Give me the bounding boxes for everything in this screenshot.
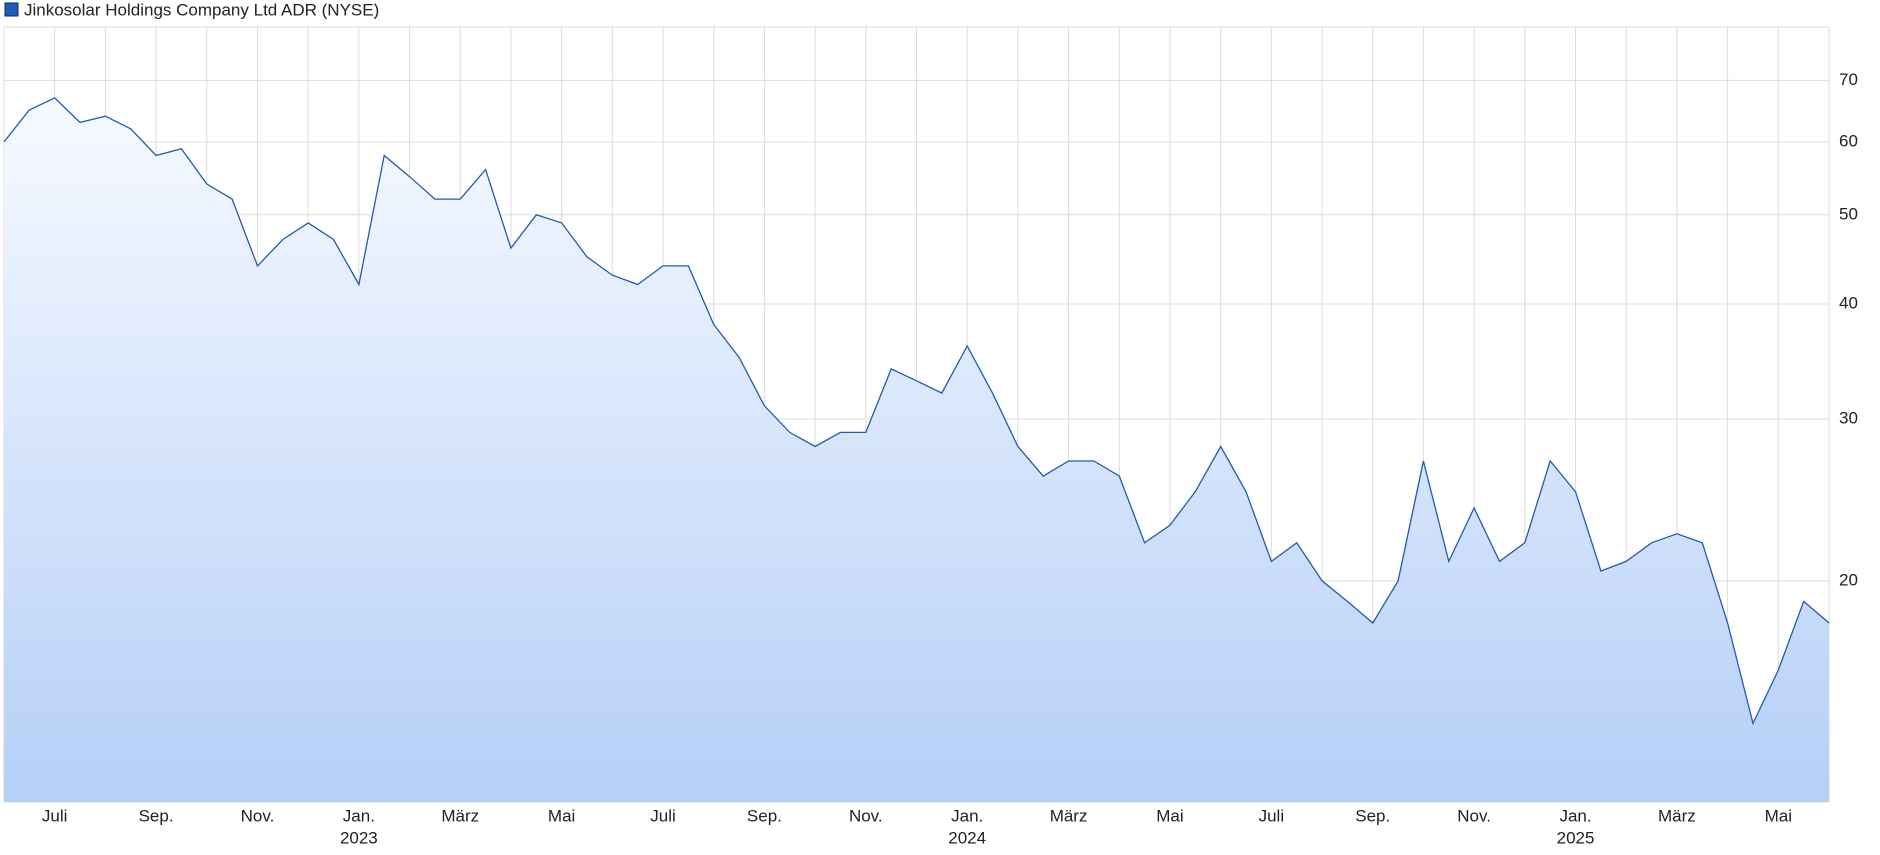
chart-title: Jinkosolar Holdings Company Ltd ADR (NYS… <box>24 0 379 19</box>
x-tick-label: Mai <box>1156 806 1183 825</box>
x-tick-label: März <box>441 806 479 825</box>
x-tick-label: Nov. <box>849 806 883 825</box>
y-tick-label: 60 <box>1839 131 1858 150</box>
x-tick-label: Juli <box>42 806 68 825</box>
x-tick-label: Nov. <box>1457 806 1491 825</box>
x-tick-label: Sep. <box>139 806 174 825</box>
x-year-label: 2024 <box>948 828 986 847</box>
line <box>3 97 1830 726</box>
x-tick-label: Sep. <box>1355 806 1390 825</box>
x-tick-label: Jan. <box>1559 806 1591 825</box>
x-tick-label: Mai <box>1765 806 1792 825</box>
x-tick-label: März <box>1658 806 1696 825</box>
area <box>4 97 1829 802</box>
y-tick-label: 70 <box>1839 70 1858 89</box>
y-tick-label: 20 <box>1839 570 1858 589</box>
x-year-label: 2023 <box>340 828 378 847</box>
x-tick-label: Juli <box>650 806 676 825</box>
y-tick-label: 30 <box>1839 408 1858 427</box>
x-tick-label: März <box>1050 806 1088 825</box>
x-tick-label: Juli <box>1259 806 1285 825</box>
x-tick-label: Sep. <box>747 806 782 825</box>
x-tick-label: Jan. <box>951 806 983 825</box>
y-tick-label: 40 <box>1839 293 1858 312</box>
x-tick-label: Mai <box>548 806 575 825</box>
legend-swatch <box>4 2 19 17</box>
y-tick-label: 50 <box>1839 204 1858 223</box>
x-tick-label: Nov. <box>241 806 275 825</box>
x-year-label: 2025 <box>1557 828 1595 847</box>
x-tick-label: Jan. <box>343 806 375 825</box>
